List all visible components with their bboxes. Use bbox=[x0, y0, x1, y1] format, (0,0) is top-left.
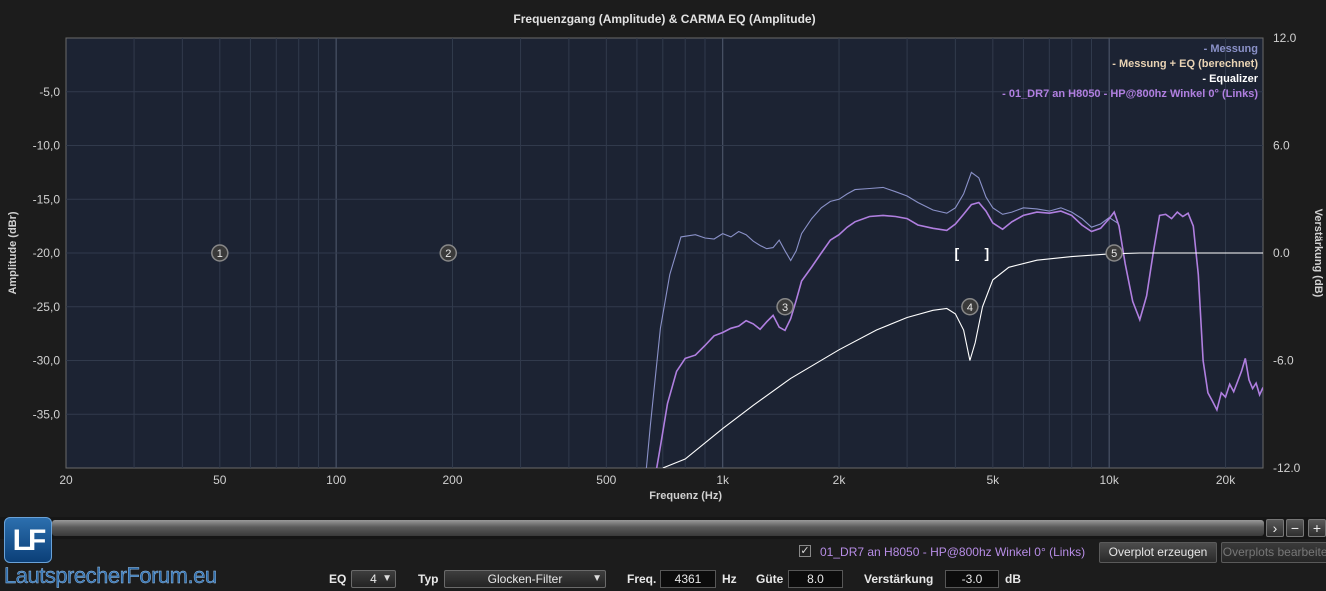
eq-marker[interactable] bbox=[776, 298, 794, 316]
eq-number-select[interactable]: 4 ▼ bbox=[351, 570, 396, 588]
x-tick-label: 2k bbox=[833, 473, 847, 487]
scroll-right-button[interactable]: › bbox=[1266, 519, 1284, 537]
series-group bbox=[645, 171, 1263, 468]
chart-title: Frequenzgang (Amplitude) & CARMA EQ (Amp… bbox=[513, 12, 815, 26]
y2-tick-label: -12.0 bbox=[1273, 461, 1301, 475]
freq-unit: Hz bbox=[722, 572, 737, 586]
overplot-row: ✓ 01_DR7 an H8050 - HP@800hz Winkel 0° (… bbox=[0, 541, 1326, 565]
y-tick-label: -35,0 bbox=[33, 407, 61, 421]
series-line-1 bbox=[645, 171, 1118, 468]
gain-label: Verstärkung bbox=[864, 572, 934, 586]
overplot-measurement-label: 01_DR7 an H8050 - HP@800hz Winkel 0° (Li… bbox=[820, 545, 1086, 559]
chevron-right-icon: › bbox=[1272, 520, 1278, 536]
y-tick-label: -25,0 bbox=[33, 300, 61, 314]
minus-icon: − bbox=[1290, 520, 1300, 536]
eq-marker-label: 2 bbox=[445, 248, 451, 260]
logo-text: LautsprecherForum.eu bbox=[4, 563, 217, 588]
overplot-edit-button[interactable]: Overplots bearbeiten bbox=[1221, 542, 1326, 563]
legend-entry: - 01_DR7 an H8050 - HP@800hz Winkel 0° (… bbox=[1002, 88, 1258, 100]
eq-marker[interactable] bbox=[439, 244, 458, 262]
eq-marker-label: 3 bbox=[782, 302, 788, 314]
x-tick-label: 100 bbox=[326, 473, 346, 487]
y2-tick-label: -6.0 bbox=[1273, 354, 1294, 368]
y-tick-label: -5,0 bbox=[39, 85, 60, 99]
y2-tick-label: 6.0 bbox=[1273, 139, 1290, 153]
x-tick-label: 5k bbox=[986, 473, 1000, 487]
eq-parameter-row: EQ 4 ▼ Typ Glocken-Filter ▼ Freq. 4361 H… bbox=[0, 567, 1326, 591]
logo-initials: LF bbox=[4, 517, 52, 563]
y-tick-label: -15,0 bbox=[33, 192, 61, 206]
y-tick-label: -20,0 bbox=[33, 246, 61, 260]
y2-tick-label: 12.0 bbox=[1273, 31, 1297, 45]
eq-marker[interactable] bbox=[211, 244, 229, 262]
plus-icon: + bbox=[1312, 520, 1322, 536]
overplot-create-button[interactable]: Overplot erzeugen bbox=[1099, 542, 1217, 563]
guete-input[interactable]: 8.0 bbox=[788, 570, 843, 588]
frequency-response-chart[interactable]: Frequenzgang (Amplitude) & CARMA EQ (Amp… bbox=[0, 0, 1326, 515]
eq-marker-label: 5 bbox=[1111, 248, 1117, 260]
freq-label: Freq. bbox=[627, 572, 657, 586]
guete-label: Güte bbox=[756, 572, 784, 586]
eq-marker[interactable] bbox=[961, 298, 979, 316]
eq-marker[interactable] bbox=[1105, 244, 1123, 262]
scrollbar-thumb[interactable] bbox=[52, 520, 1264, 536]
chart-svg: Frequenzgang (Amplitude) & CARMA EQ (Amp… bbox=[7, 12, 1324, 502]
series-line-2 bbox=[655, 201, 1263, 468]
eq-label: EQ bbox=[329, 572, 347, 586]
x-tick-label: 200 bbox=[442, 473, 462, 487]
eq-marker-label: 4 bbox=[967, 302, 973, 314]
x-tick-label: 10k bbox=[1100, 473, 1120, 487]
filter-type-value: Glocken-Filter bbox=[487, 572, 563, 586]
chevron-down-icon: ▼ bbox=[382, 573, 392, 584]
zoom-out-button[interactable]: − bbox=[1286, 519, 1304, 537]
bandwidth-bracket-right: ] bbox=[985, 245, 990, 261]
y-tick-label: -30,0 bbox=[33, 354, 61, 368]
legend-entry: - Messung bbox=[1204, 43, 1258, 55]
y2-tick-label: 0.0 bbox=[1273, 246, 1290, 260]
x-tick-label: 20k bbox=[1216, 473, 1236, 487]
legend-entry: - Equalizer bbox=[1202, 73, 1258, 85]
eq-number-value: 4 bbox=[370, 572, 377, 586]
series-line-3 bbox=[662, 252, 1263, 468]
chevron-down-icon: ▼ bbox=[592, 573, 602, 584]
bandwidth-bracket-left: [ bbox=[955, 245, 960, 261]
overplot-checkbox[interactable]: ✓ bbox=[799, 545, 811, 557]
x-tick-label: 1k bbox=[716, 473, 730, 487]
legend-entry: - Messung + EQ (berechnet) bbox=[1112, 58, 1258, 70]
x-tick-label: 50 bbox=[213, 473, 227, 487]
x-tick-label: 500 bbox=[596, 473, 616, 487]
y-tick-label: -10,0 bbox=[33, 139, 61, 153]
gain-input[interactable]: -3.0 bbox=[945, 570, 999, 588]
typ-label: Typ bbox=[418, 572, 439, 586]
eq-marker-label: 1 bbox=[217, 248, 223, 260]
x-axis-label: Frequenz (Hz) bbox=[649, 490, 722, 502]
filter-type-select[interactable]: Glocken-Filter ▼ bbox=[444, 570, 606, 588]
x-tick-label: 20 bbox=[59, 473, 73, 487]
freq-input[interactable]: 4361 bbox=[660, 570, 716, 588]
gain-unit: dB bbox=[1005, 572, 1021, 586]
forum-logo: LF LautsprecherForum.eu bbox=[0, 513, 240, 591]
zoom-in-button[interactable]: + bbox=[1308, 519, 1326, 537]
zoom-scrollbar[interactable]: › − + bbox=[0, 517, 1326, 539]
y-axis-label: Amplitude (dBr) bbox=[7, 211, 19, 294]
y2-axis-label: Verstärkung (dB) bbox=[1312, 209, 1324, 298]
